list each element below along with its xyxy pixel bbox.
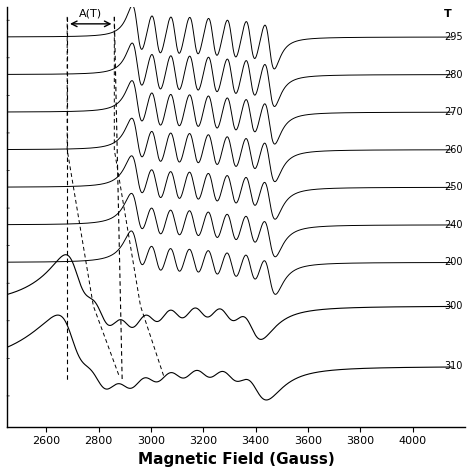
Text: 260: 260 xyxy=(444,145,463,155)
Text: 310: 310 xyxy=(444,361,463,372)
X-axis label: Magnetic Field (Gauss): Magnetic Field (Gauss) xyxy=(138,452,335,467)
Text: 295: 295 xyxy=(444,32,463,42)
Text: 300: 300 xyxy=(444,301,463,311)
Text: 250: 250 xyxy=(444,182,463,192)
Text: 270: 270 xyxy=(444,107,463,117)
Text: A(T): A(T) xyxy=(79,9,102,18)
Text: T: T xyxy=(444,9,452,19)
Text: 200: 200 xyxy=(444,257,463,267)
Text: 240: 240 xyxy=(444,220,463,230)
Text: 280: 280 xyxy=(444,70,463,80)
